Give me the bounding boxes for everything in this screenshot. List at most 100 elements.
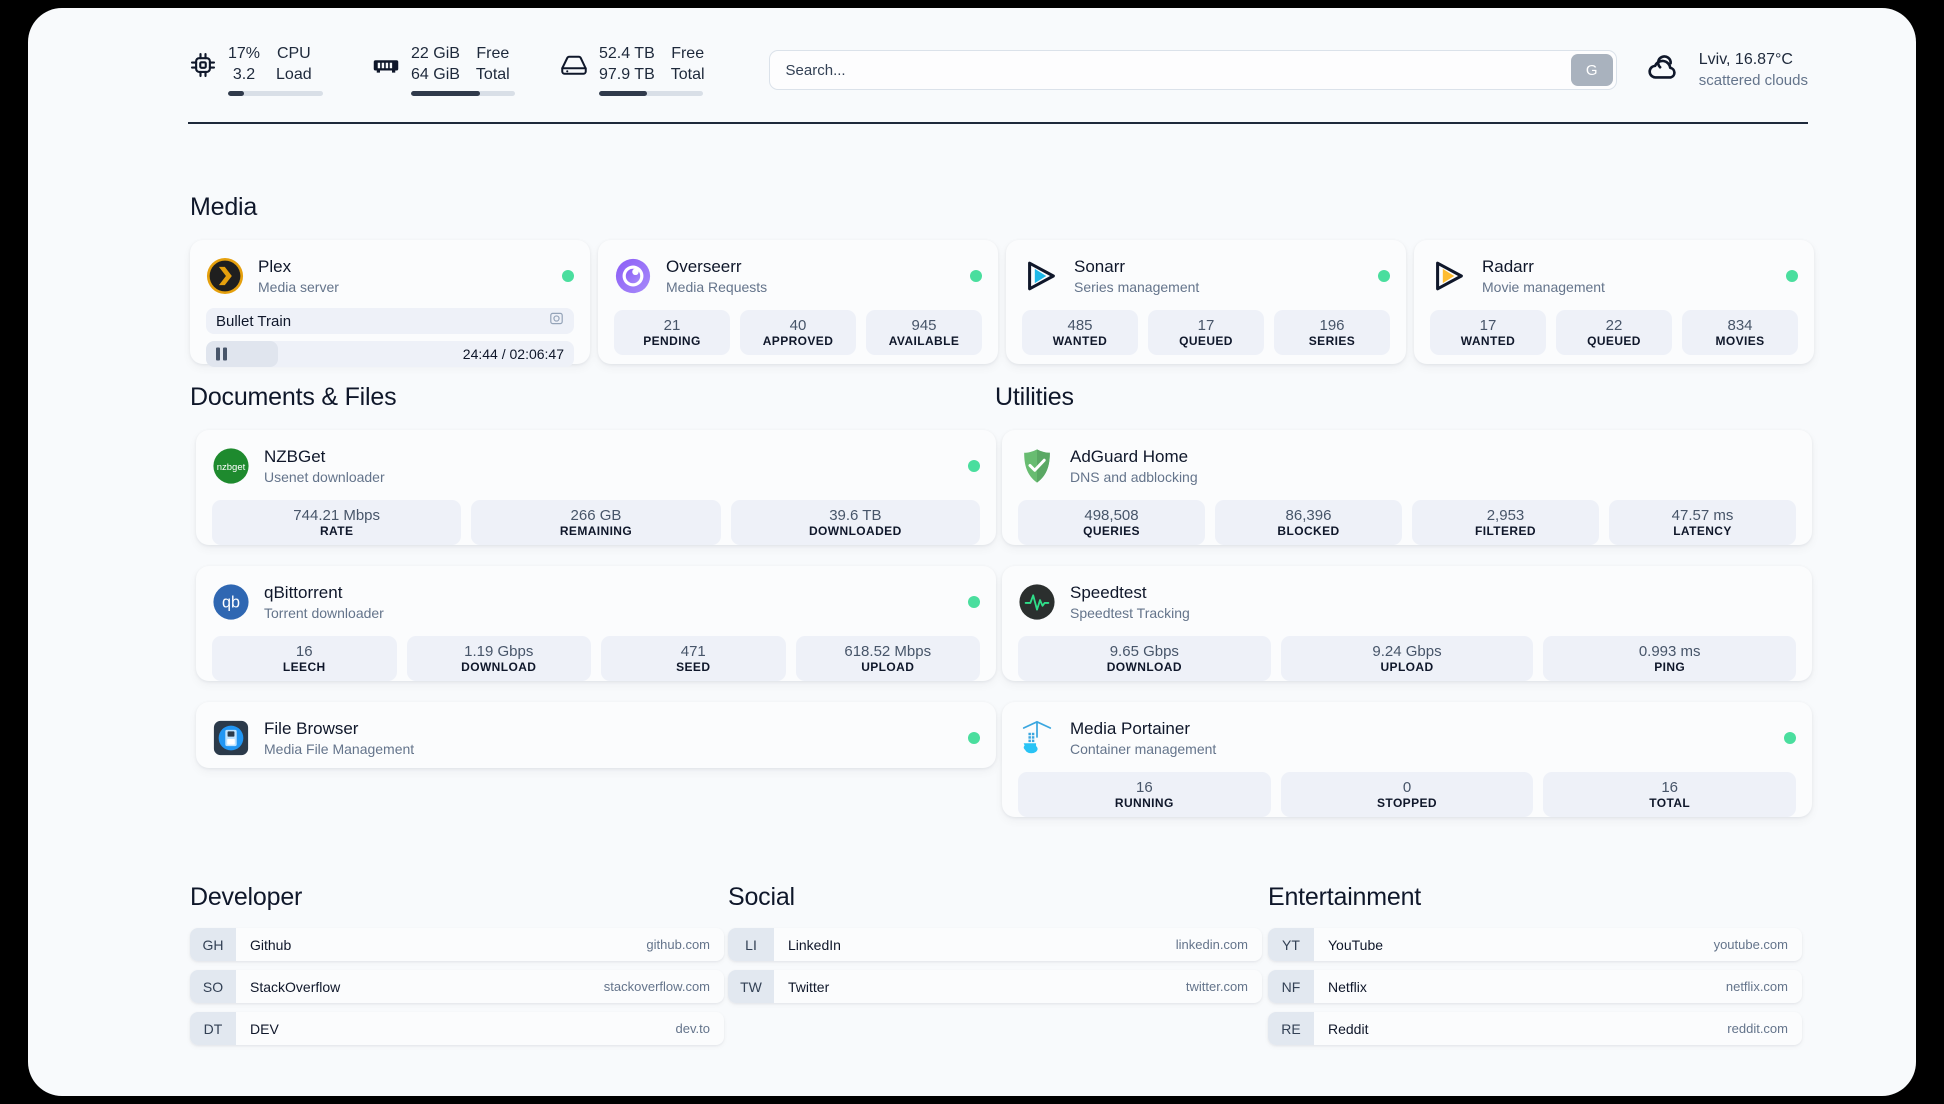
radarr-icon [1430,257,1468,295]
stat-box: 17 WANTED [1430,310,1546,355]
bookmark-url: dev.to [675,1021,710,1036]
service-card-adguard-home[interactable]: AdGuard Home DNS and adblocking 498,508 … [1002,430,1812,545]
bookmark-url: linkedin.com [1175,937,1248,952]
stat-label: REMAINING [559,524,633,539]
stat-label: STOPPED [1377,796,1437,811]
stat-value: 485 [1067,316,1093,334]
filebrowser-icon [212,719,250,757]
service-subtitle: Speedtest Tracking [1070,604,1190,621]
bookmark-name: Github [250,936,292,953]
stat-value: 266 GB [570,506,622,524]
search-input[interactable] [768,50,1617,90]
bookmark-item[interactable]: NF Netflix netflix.com [1268,970,1802,1003]
stat-value: 86,396 [1285,506,1332,524]
service-name: Radarr [1482,256,1534,276]
bookmark-abbr: TW [728,970,774,1003]
disk-total-value: 97.9 TB [599,65,655,83]
service-name: Plex [258,256,292,276]
ram-label-1: Free [476,45,510,63]
disk-label-1: Free [671,45,705,63]
stat-box: 2,953 FILTERED [1412,500,1599,545]
service-card-media-portainer[interactable]: Media Portainer Container management 16 … [1002,702,1812,817]
pause-icon[interactable] [216,347,227,361]
cpu-usage-bar [228,90,323,96]
search-submit-button[interactable]: G [1570,54,1613,86]
service-stats: 17 WANTED 22 QUEUED 834 MOVIES [1430,310,1798,355]
stat-box: 834 MOVIES [1682,310,1798,355]
disk-usage-bar [599,90,703,96]
service-name: AdGuard Home [1070,446,1189,466]
service-card-sonarr[interactable]: Sonarr Series management 485 WANTED 17 Q… [1006,240,1406,364]
stat-label: UPLOAD [1380,660,1434,675]
stat-label: MOVIES [1715,334,1765,349]
status-indicator-online [970,270,982,282]
cloud-icon [1645,53,1685,88]
stat-box: 16 LEECH [212,636,397,681]
service-subtitle: Series management [1074,278,1200,295]
stat-value: 17 [1197,316,1215,334]
stat-label: FILTERED [1475,524,1536,539]
stat-box: 21 PENDING [614,310,730,355]
status-indicator-online [1786,270,1798,282]
stat-value: 40 [789,316,807,334]
plex-icon [206,257,244,295]
stat-label: WANTED [1052,334,1108,349]
ram-total-value: 64 GiB [411,65,460,83]
bookmark-item[interactable]: LI LinkedIn linkedin.com [728,928,1262,961]
bookmark-name: Netflix [1328,978,1367,995]
bookmark-abbr: NF [1268,970,1314,1003]
cast-icon[interactable] [549,311,564,331]
weather-description: scattered clouds [1698,71,1808,89]
service-card-radarr[interactable]: Radarr Movie management 17 WANTED 22 QUE… [1414,240,1814,364]
cpu-stat-widget: 17% 3.2 CPU Load [188,44,323,96]
bookmark-url: netflix.com [1725,979,1788,994]
stat-label: AVAILABLE [888,334,960,349]
sonarr-icon [1022,257,1060,295]
bookmark-item[interactable]: DT DEV dev.to [190,1012,724,1045]
bookmark-item[interactable]: TW Twitter twitter.com [728,970,1262,1003]
adguard-icon [1018,447,1056,485]
service-stats: 16 LEECH 1.19 Gbps DOWNLOAD 471 SEED 618… [212,636,980,681]
stat-label: TOTAL [1649,796,1691,811]
stat-value: 0.993 ms [1638,642,1701,660]
bookmark-abbr: DT [190,1012,236,1045]
bookmark-item[interactable]: GH Github github.com [190,928,724,961]
service-stats: 498,508 QUERIES 86,396 BLOCKED 2,953 FIL… [1018,500,1796,545]
stat-box: 744.21 Mbps RATE [212,500,462,545]
service-card-overseerr[interactable]: Overseerr Media Requests 21 PENDING 40 A… [598,240,998,364]
bookmark-item[interactable]: SO StackOverflow stackoverflow.com [190,970,724,1003]
now-playing-title: Bullet Train [216,312,292,330]
stat-value: 17 [1479,316,1497,334]
service-card-filebrowser[interactable]: File Browser Media File Management [196,702,996,768]
playback-progress-bar[interactable]: 24:44 / 02:06:47 [206,341,574,367]
service-card-speedtest[interactable]: Speedtest Speedtest Tracking 9.65 Gbps D… [1002,566,1812,681]
stat-box: 9.65 Gbps DOWNLOAD [1018,636,1271,681]
stat-value: 21 [663,316,681,334]
service-card-plex[interactable]: Plex Media server Bullet Train 24:44 / 0… [190,240,590,367]
stat-box: 17 QUEUED [1148,310,1264,355]
stat-label: WANTED [1460,334,1516,349]
service-card-nzbget[interactable]: nzbget NZBGet Usenet downloader 744.21 M… [196,430,996,545]
bookmark-item[interactable]: RE Reddit reddit.com [1268,1012,1802,1045]
bookmark-item[interactable]: YT YouTube youtube.com [1268,928,1802,961]
stat-value: 16 [295,642,313,660]
stat-box: 498,508 QUERIES [1018,500,1205,545]
bookmark-url: youtube.com [1713,937,1788,952]
service-name: Speedtest [1070,582,1147,602]
status-indicator-online [562,270,574,282]
stat-value: 16 [1661,778,1679,796]
stat-box: 485 WANTED [1022,310,1138,355]
overseerr-icon [614,257,652,295]
stat-box: 945 AVAILABLE [866,310,982,355]
ram-label-2: Total [475,65,510,83]
status-indicator-online [1378,270,1390,282]
service-subtitle: Usenet downloader [264,468,385,485]
bookmark-name: DEV [250,1020,279,1037]
service-subtitle: Media File Management [264,740,415,757]
stat-box: 0 STOPPED [1280,772,1534,817]
bookmark-abbr: RE [1268,1012,1314,1045]
service-card-qbittorrent[interactable]: qb qBittorrent Torrent downloader 16 LEE… [196,566,996,681]
service-name: Sonarr [1074,256,1126,276]
stat-label: SERIES [1308,334,1356,349]
service-stats: 485 WANTED 17 QUEUED 196 SERIES [1022,310,1390,355]
